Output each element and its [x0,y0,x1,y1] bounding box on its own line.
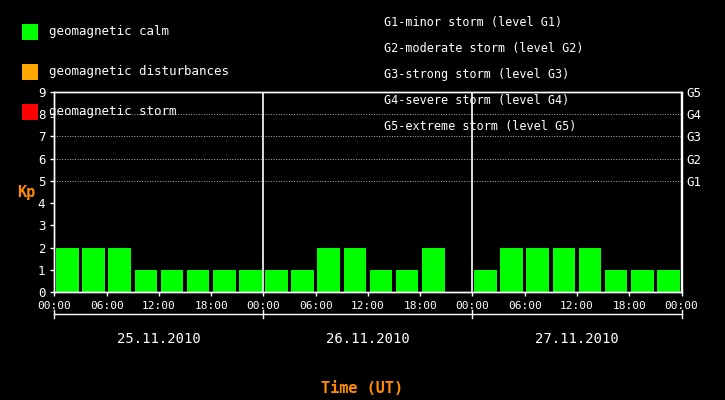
Bar [500,248,523,292]
Bar [161,270,183,292]
Bar [318,248,340,292]
Text: G5-extreme storm (level G5): G5-extreme storm (level G5) [384,120,576,133]
Bar [239,270,262,292]
Text: G2-moderate storm (level G2): G2-moderate storm (level G2) [384,42,584,55]
Text: 25.11.2010: 25.11.2010 [117,332,201,346]
Bar [56,248,79,292]
Bar [291,270,314,292]
Bar [187,270,210,292]
Bar [135,270,157,292]
Bar [605,270,628,292]
Y-axis label: Kp: Kp [17,184,36,200]
Text: G1-minor storm (level G1): G1-minor storm (level G1) [384,16,563,29]
Text: 27.11.2010: 27.11.2010 [535,332,619,346]
Text: G3-strong storm (level G3): G3-strong storm (level G3) [384,68,570,81]
Text: geomagnetic disturbances: geomagnetic disturbances [49,66,228,78]
Bar [631,270,654,292]
Bar [474,270,497,292]
Bar [579,248,601,292]
Text: geomagnetic storm: geomagnetic storm [49,106,176,118]
Bar [396,270,418,292]
Bar [265,270,288,292]
Bar [526,248,549,292]
Bar [108,248,131,292]
Bar [82,248,105,292]
Text: geomagnetic calm: geomagnetic calm [49,26,169,38]
Text: G4-severe storm (level G4): G4-severe storm (level G4) [384,94,570,107]
Bar [422,248,444,292]
Bar [552,248,575,292]
Bar [657,270,680,292]
Bar [344,248,366,292]
Text: Time (UT): Time (UT) [321,381,404,396]
Text: 26.11.2010: 26.11.2010 [326,332,410,346]
Bar [370,270,392,292]
Bar [213,270,236,292]
